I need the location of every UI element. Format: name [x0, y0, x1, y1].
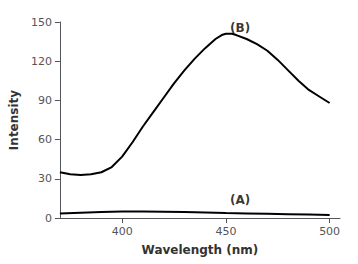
svg-text:30: 30	[38, 172, 52, 185]
svg-text:150: 150	[31, 16, 52, 29]
svg-text:(B): (B)	[230, 21, 250, 35]
svg-text:(A): (A)	[230, 193, 250, 207]
svg-text:400: 400	[112, 225, 133, 238]
svg-text:Wavelength (nm): Wavelength (nm)	[142, 243, 259, 257]
svg-text:60: 60	[38, 133, 52, 146]
svg-text:450: 450	[215, 225, 236, 238]
svg-text:Intensity: Intensity	[7, 90, 21, 150]
svg-text:0: 0	[45, 212, 52, 225]
svg-text:500: 500	[319, 225, 340, 238]
svg-text:120: 120	[31, 55, 52, 68]
svg-text:90: 90	[38, 94, 52, 107]
